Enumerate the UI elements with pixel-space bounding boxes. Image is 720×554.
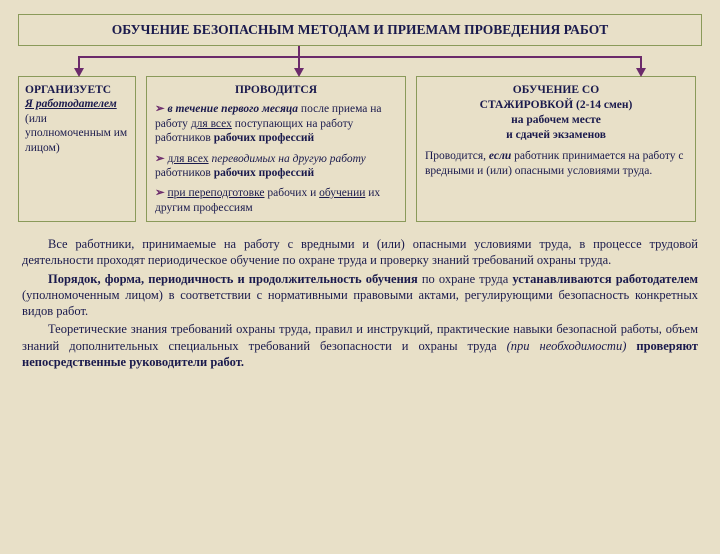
header-title: ОБУЧЕНИЕ БЕЗОПАСНЫМ МЕТОДАМ И ПРИЕМАМ ПР… (18, 14, 702, 46)
p2-c: устанавливаются работодателем (512, 272, 698, 286)
box-internship: ОБУЧЕНИЕ СО СТАЖИРОВКОЙ (2-14 смен) на р… (416, 76, 696, 222)
bullet-icon: ➢ (155, 103, 168, 115)
org-title-b: Я (25, 98, 33, 110)
bullet-icon: ➢ (155, 153, 168, 165)
bullet-3: ➢ при переподготовке рабочих и обучении … (155, 186, 397, 215)
mid-title: ПРОВОДИТСЯ (155, 83, 397, 97)
org-title-a: ОРГАНИЗУЕТС (25, 84, 111, 96)
bullet-icon: ➢ (155, 187, 168, 199)
p3-b: (при необходимости) (507, 339, 627, 353)
b2-c: работников (155, 167, 214, 179)
r-l2: СТАЖИРОВКОЙ (2-14 смен) (480, 99, 633, 111)
p2-d: (уполномоченным лицом) в соответствии с … (22, 288, 698, 318)
paragraphs: Все работники, принимаемые на работу с в… (22, 236, 698, 370)
r-l3: на рабочем месте (511, 114, 601, 126)
box-conducted: ПРОВОДИТСЯ ➢ в течение первого месяца по… (146, 76, 406, 222)
p2-a: Порядок, форма, периодичность и продолжи… (48, 272, 418, 286)
b3-b: рабочих и (264, 187, 319, 199)
bullet-2: ➢ для всех переводимых на другую работу … (155, 152, 397, 181)
boxes-row: ОРГАНИЗУЕТС Я работодателем (или уполном… (18, 76, 702, 222)
b2-b: переводимых на другую работу (209, 153, 366, 165)
r-l4: и сдачей экзаменов (506, 129, 606, 141)
b1-u: для всех (191, 118, 232, 130)
org-by: работодателем (33, 98, 117, 110)
r-sub-a: Проводится, (425, 150, 489, 162)
para-2: Порядок, форма, периодичность и продолжи… (22, 271, 698, 320)
org-tail: (или уполномоченным им лицом) (25, 113, 127, 154)
b2-a: для всех (168, 153, 209, 165)
b3-a: при переподготовке (168, 187, 265, 199)
b1-lead: в течение первого месяца (168, 103, 299, 115)
box-organizes: ОРГАНИЗУЕТС Я работодателем (или уполном… (18, 76, 136, 222)
para-1: Все работники, принимаемые на работу с в… (22, 236, 698, 269)
b1-c: рабочих профессий (214, 132, 314, 144)
bullet-1: ➢ в течение первого месяца после приема … (155, 102, 397, 145)
r-sub: Проводится, если работник принимается на… (425, 149, 687, 179)
b2-d: рабочих профессий (214, 167, 314, 179)
b3-c: обучении (319, 187, 365, 199)
p2-b: по охране труда (418, 272, 513, 286)
para-3: Теоретические знания требований охраны т… (22, 321, 698, 370)
r-l1: ОБУЧЕНИЕ СО (513, 84, 599, 96)
connector-lines (18, 46, 702, 76)
r-sub-b: если (489, 150, 511, 162)
